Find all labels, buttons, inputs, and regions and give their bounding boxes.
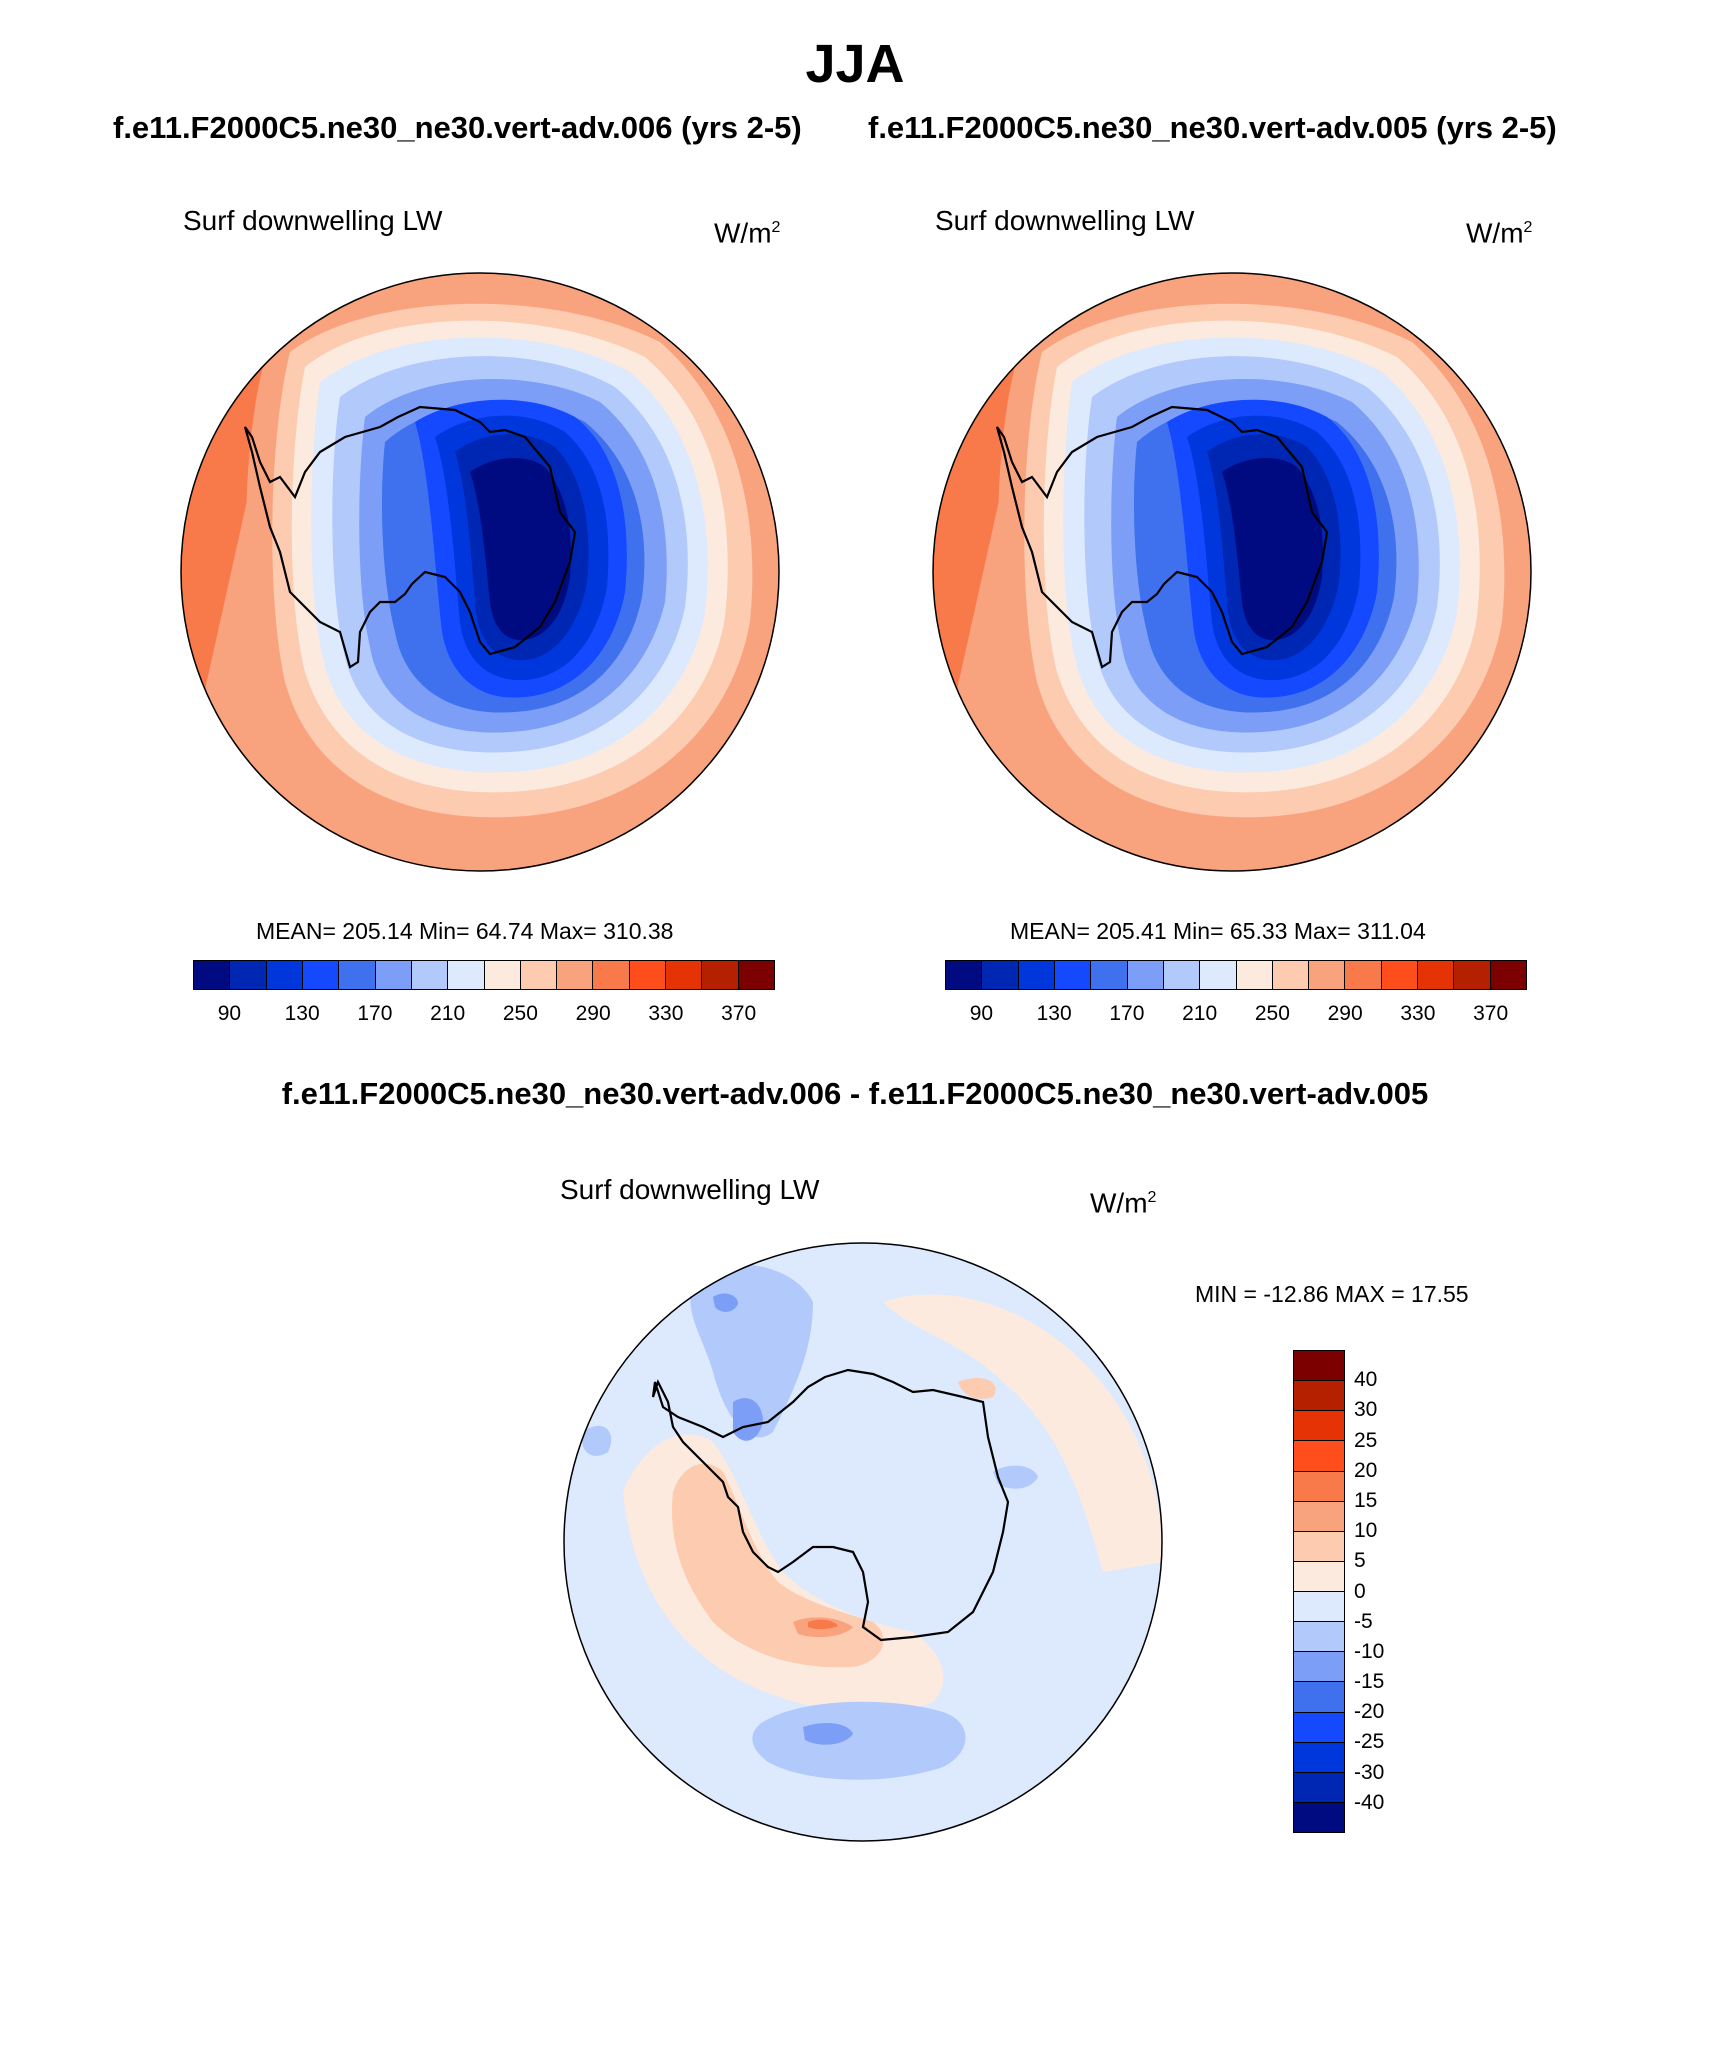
left-colorbar-swatch — [520, 961, 558, 989]
diff-colorbar-tick-label: -15 — [1354, 1670, 1385, 1694]
right-case-title: f.e11.F2000C5.ne30_ne30.vert-adv.005 (yr… — [868, 110, 1557, 145]
left-colorbar-swatch — [666, 961, 703, 989]
left-colorbar-tick-label: 370 — [721, 1002, 757, 1025]
right-colorbar-swatch — [1381, 961, 1419, 989]
left-colorbar-tick-label: 130 — [284, 1002, 320, 1025]
left-colorbar-swatch — [448, 961, 485, 989]
right-colorbar-tick-label: 130 — [1036, 1002, 1072, 1025]
left-colorbar-tick-label: 90 — [217, 1002, 242, 1025]
diff-colorbar-tick-label: -25 — [1354, 1730, 1385, 1754]
right-colorbar-swatch — [1490, 961, 1526, 989]
diff-colorbar-swatch — [1294, 1802, 1344, 1832]
right-colorbar-swatch — [982, 961, 1019, 989]
right-colorbar-swatch — [1127, 961, 1164, 989]
diff-colorbar-tick-label: -20 — [1354, 1700, 1385, 1724]
left-unit-label: W/m2 — [714, 217, 781, 249]
diff-colorbar-tick-label: -40 — [1354, 1790, 1385, 1814]
difference-polar-map — [563, 1242, 1163, 1842]
right-colorbar-tick-label: 170 — [1109, 1002, 1145, 1025]
right-colorbar-swatch — [1163, 961, 1201, 989]
left-case-title: f.e11.F2000C5.ne30_ne30.vert-adv.006 (yr… — [113, 110, 802, 145]
right-colorbar-swatch — [1454, 961, 1491, 989]
right-colorbar-swatch — [946, 961, 983, 989]
left-colorbar-swatch — [194, 961, 231, 989]
left-stats: MEAN= 205.14 Min= 64.74 Max= 310.38 — [256, 918, 674, 944]
right-colorbar-swatch — [1418, 961, 1455, 989]
left-polar-map — [180, 272, 780, 872]
right-colorbar-tick-label: 210 — [1182, 1002, 1218, 1025]
right-colorbar-swatch — [1236, 961, 1273, 989]
diff-colorbar-swatch — [1294, 1531, 1344, 1562]
left-colorbar-swatch — [738, 961, 774, 989]
diff-colorbar-swatch — [1294, 1592, 1344, 1623]
diff-colorbar-tick-label: 25 — [1354, 1428, 1378, 1452]
diff-colorbar-swatch — [1294, 1712, 1344, 1743]
right-colorbar-swatch — [1309, 961, 1346, 989]
diff-unit-label: W/m2 — [1090, 1187, 1157, 1219]
right-colorbar-swatch — [1272, 961, 1310, 989]
difference-title: f.e11.F2000C5.ne30_ne30.vert-adv.006 - f… — [281, 1076, 1429, 1111]
diff-colorbar-swatch — [1294, 1501, 1344, 1532]
left-colorbar-tick-label: 170 — [357, 1002, 393, 1025]
diff-colorbar-swatch — [1294, 1682, 1344, 1713]
diff-colorbar-tick-label: 0 — [1354, 1579, 1366, 1603]
diff-colorbar-tick-label: 5 — [1354, 1549, 1366, 1573]
diff-colorbar-tick-label: 15 — [1354, 1488, 1378, 1512]
diff-colorbar — [1293, 1350, 1345, 1833]
left-colorbar-tick-label: 290 — [575, 1002, 611, 1025]
left-colorbar-swatch — [593, 961, 630, 989]
right-colorbar-swatch — [1091, 961, 1128, 989]
left-colorbar-tick-label: 210 — [430, 1002, 466, 1025]
right-variable-label: Surf downwelling LW — [935, 205, 1195, 236]
right-colorbar-swatch — [1200, 961, 1237, 989]
right-colorbar-tick-label: 290 — [1327, 1002, 1363, 1025]
diff-colorbar-tick-label: 30 — [1354, 1398, 1378, 1422]
right-colorbar-swatch — [1345, 961, 1382, 989]
diff-colorbar-swatch — [1294, 1772, 1344, 1803]
left-colorbar-swatch — [629, 961, 667, 989]
left-colorbar-swatch — [411, 961, 449, 989]
diff-colorbar-tick-label: 40 — [1354, 1368, 1378, 1392]
diff-colorbar-tick-label: -10 — [1354, 1639, 1385, 1663]
left-colorbar-swatch — [375, 961, 412, 989]
right-colorbar-swatch — [1054, 961, 1092, 989]
diff-colorbar-swatch — [1294, 1622, 1344, 1653]
diff-colorbar-swatch — [1294, 1742, 1344, 1773]
diff-colorbar-swatch — [1294, 1652, 1344, 1683]
page-title: JJA — [805, 34, 905, 94]
left-colorbar — [193, 960, 775, 990]
diff-colorbar-swatch — [1294, 1411, 1344, 1442]
diff-variable-label: Surf downwelling LW — [560, 1174, 820, 1205]
left-colorbar-swatch — [484, 961, 521, 989]
diff-colorbar-tick-label: -5 — [1354, 1609, 1373, 1633]
diff-colorbar-tick-label: 10 — [1354, 1519, 1378, 1543]
right-colorbar-tick-label: 250 — [1254, 1002, 1290, 1025]
left-variable-label: Surf downwelling LW — [183, 205, 443, 236]
right-polar-map — [932, 272, 1532, 872]
diff-colorbar-tick-label: 20 — [1354, 1458, 1378, 1482]
left-colorbar-swatch — [266, 961, 303, 989]
right-stats: MEAN= 205.41 Min= 65.33 Max= 311.04 — [1010, 918, 1426, 944]
left-colorbar-swatch — [230, 961, 267, 989]
diff-colorbar-swatch — [1294, 1351, 1344, 1382]
diff-colorbar-swatch — [1294, 1561, 1344, 1592]
right-colorbar — [945, 960, 1527, 990]
right-colorbar-tick-label: 370 — [1473, 1002, 1509, 1025]
diff-stats: MIN = -12.86 MAX = 17.55 — [1195, 1281, 1469, 1307]
left-colorbar-swatch — [302, 961, 340, 989]
diff-colorbar-swatch — [1294, 1381, 1344, 1412]
right-colorbar-swatch — [1018, 961, 1055, 989]
right-colorbar-tick-label: 90 — [969, 1002, 994, 1025]
diff-colorbar-swatch — [1294, 1441, 1344, 1472]
left-colorbar-swatch — [339, 961, 376, 989]
left-colorbar-tick-label: 330 — [648, 1002, 684, 1025]
diff-colorbar-tick-label: -30 — [1354, 1760, 1385, 1784]
left-colorbar-swatch — [702, 961, 739, 989]
right-colorbar-tick-label: 330 — [1400, 1002, 1436, 1025]
diff-colorbar-swatch — [1294, 1471, 1344, 1502]
left-colorbar-tick-label: 250 — [502, 1002, 538, 1025]
left-colorbar-swatch — [557, 961, 594, 989]
right-unit-label: W/m2 — [1466, 217, 1533, 249]
